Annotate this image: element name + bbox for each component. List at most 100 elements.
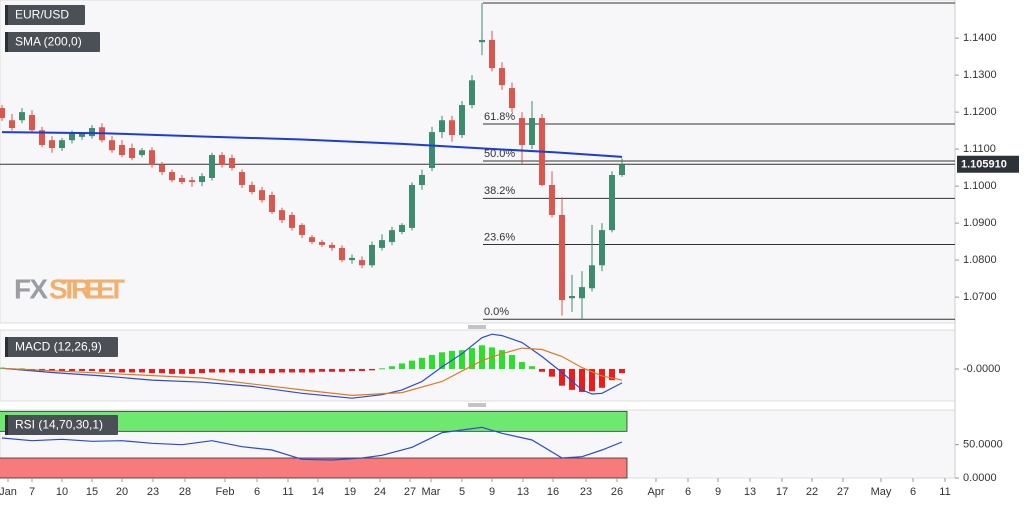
fib-label: 50.0% [484, 148, 515, 160]
price-panel [0, 0, 956, 324]
macd-bar [319, 368, 325, 372]
macd-bar [389, 366, 395, 369]
macd-bar [99, 368, 105, 372]
candle-body [429, 132, 435, 168]
last-price-box [957, 155, 1019, 173]
candle-body [279, 210, 285, 221]
fib-label: 0.0% [484, 306, 509, 318]
y-tick-label: -0.0000 [963, 363, 1000, 375]
candle-body [189, 180, 195, 183]
macd-bar [369, 368, 375, 371]
macd-bar [299, 368, 305, 373]
x-tick-label: 23 [147, 486, 159, 498]
macd-bar [139, 368, 145, 373]
x-tick-label: 17 [776, 486, 788, 498]
candle-body [109, 140, 115, 151]
candle-body [389, 230, 395, 242]
candle-body [559, 214, 565, 301]
macd-bar [49, 368, 55, 372]
y-tick-label: 1.1100 [963, 143, 996, 155]
macd-bar [479, 345, 485, 369]
x-tick-label: 26 [611, 486, 623, 498]
legend-box [5, 337, 118, 357]
y-tick-label: 0.0000 [963, 472, 997, 484]
macd-bar [279, 368, 285, 373]
macd-bar [199, 368, 205, 374]
legend-text: SMA (200,0) [15, 35, 82, 49]
candle-body [149, 150, 155, 166]
y-tick-label: 1.0800 [963, 254, 997, 266]
x-tick-label: Apr [647, 486, 664, 498]
x-tick-label: 15 [86, 486, 98, 498]
macd-bar [339, 368, 345, 372]
macd-bar [459, 350, 465, 369]
macd-bar [129, 368, 135, 373]
candle-body [249, 184, 255, 193]
macd-bar [409, 360, 415, 369]
fib-label: 61.8% [484, 111, 515, 123]
x-tick-label: 11 [939, 486, 950, 498]
candle-body [349, 257, 355, 261]
y-tick-label: 1.1200 [963, 106, 997, 118]
macd-bar [499, 350, 505, 369]
x-tick-label: Jan [0, 486, 17, 498]
macd-bar [289, 368, 295, 373]
candle-body [309, 237, 315, 242]
macd-bar [109, 368, 115, 372]
y-tick-label: 1.1300 [963, 69, 997, 81]
y-tick-label: 1.0900 [963, 217, 997, 229]
y-tick-label: 1.1400 [963, 32, 997, 44]
x-tick-label: 5 [459, 486, 465, 498]
macd-bar [599, 368, 605, 388]
candle-body [419, 175, 425, 185]
macd-bar [329, 368, 335, 372]
candle-body [399, 224, 405, 232]
x-tick-label: Feb [216, 486, 235, 498]
macd-bar [89, 368, 95, 372]
x-tick-label: 10 [56, 486, 68, 498]
panel-handle[interactable] [468, 325, 486, 329]
y-tick-label: 1.1000 [963, 180, 997, 192]
panel-handle[interactable] [468, 403, 486, 407]
candle-body [599, 230, 605, 266]
macd-bar [569, 368, 575, 390]
candle-body [379, 240, 385, 248]
x-tick-label: 28 [179, 486, 191, 498]
macd-bar [399, 363, 405, 369]
candle-body [179, 177, 185, 183]
y-tick-label: 50.0000 [963, 439, 1003, 451]
candle-body [369, 244, 375, 266]
macd-bar [119, 368, 125, 373]
candle-body [219, 155, 225, 166]
macd-bar [179, 368, 185, 374]
candle-body [119, 145, 125, 156]
candle-body [269, 194, 275, 213]
macd-bar [229, 368, 235, 373]
candle-body [199, 176, 205, 183]
candle-body [579, 287, 585, 299]
candle-body [619, 164, 625, 176]
macd-bar [79, 368, 85, 372]
candle-body [239, 172, 245, 185]
fib-label: 23.6% [484, 231, 515, 243]
macd-bar [149, 368, 155, 374]
macd-bar [419, 357, 425, 369]
x-tick-label: 14 [312, 486, 324, 498]
x-tick-label: 22 [806, 486, 818, 498]
macd-bar [579, 368, 585, 392]
x-tick-label: 6 [254, 486, 260, 498]
macd-bar [269, 368, 275, 374]
x-tick-label: 9 [715, 486, 721, 498]
legend-text: RSI (14,70,30,1) [15, 418, 103, 432]
macd-bar [589, 368, 595, 392]
candle-body [159, 165, 165, 173]
candle-body [39, 130, 45, 146]
candle-body [129, 147, 135, 158]
indicator-line [1, 333, 623, 399]
x-tick-label: 19 [344, 486, 356, 498]
macd-bar [469, 348, 475, 369]
candle-body [569, 295, 575, 299]
macd-bar [169, 368, 175, 374]
legend-accent [5, 337, 8, 357]
